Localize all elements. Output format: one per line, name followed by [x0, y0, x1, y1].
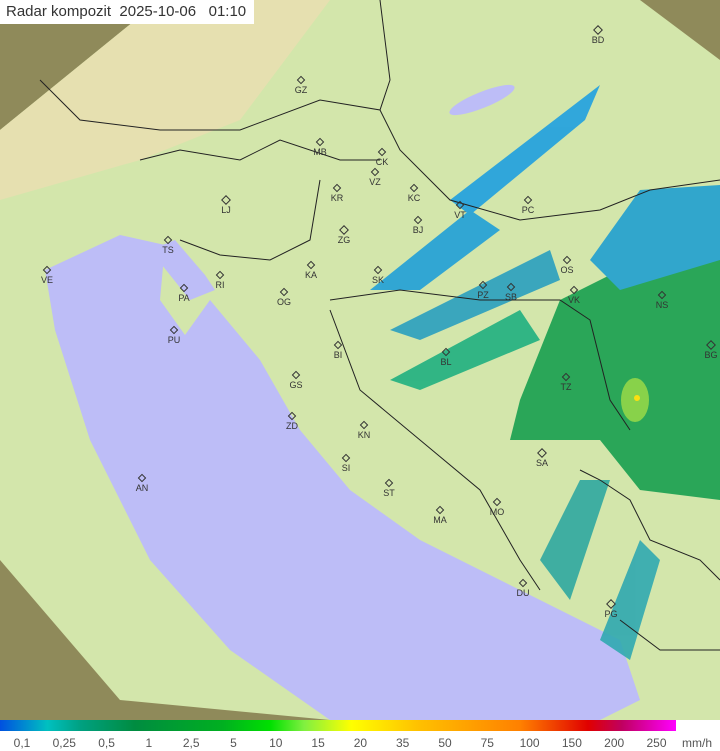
map-title: Radar kompozit 2025-10-06 01:10 — [0, 0, 255, 24]
legend-tick: 5 — [230, 736, 237, 750]
city-label: SI — [341, 463, 351, 473]
city-label: BD — [591, 35, 605, 45]
legend-tick: 1 — [145, 736, 153, 750]
legend-tick: 200 — [604, 736, 625, 750]
legend-color-bar — [0, 720, 676, 731]
city-label: KA — [304, 270, 318, 280]
borders — [39, 0, 720, 651]
radar-echoes — [370, 85, 720, 660]
city-label: DU — [516, 588, 530, 598]
city-label: SK — [371, 275, 385, 285]
sea — [45, 235, 640, 720]
city-label: SA — [535, 458, 549, 468]
city-label: PG — [604, 609, 618, 619]
city-label: ZG — [337, 235, 351, 245]
city-label: VK — [567, 295, 581, 305]
legend-tick: 15 — [311, 736, 325, 750]
city-label: GS — [289, 380, 303, 390]
city-label: ZD — [286, 421, 298, 431]
city-label: TZ — [560, 382, 572, 392]
city-label: KN — [357, 430, 371, 440]
color-legend: 0,1 0,25 0,5 1 2,5 5 10 15 20 35 50 75 100 150 200 250 … — [0, 720, 720, 751]
city-label: GZ — [294, 85, 308, 95]
sea-north — [150, 240, 215, 300]
legend-tick: 0,25 — [52, 736, 76, 750]
legend-tick: 75 — [480, 736, 494, 750]
legend-tick: 100 — [519, 736, 540, 750]
city-label: BJ — [412, 225, 424, 235]
legend-tick: 2,5 — [182, 736, 200, 750]
legend-tick: 250 — [646, 736, 667, 750]
city-label: MO — [489, 507, 505, 517]
legend-tick: 10 — [269, 736, 283, 750]
radar-map[interactable] — [0, 0, 720, 720]
city-label: VZ — [369, 177, 381, 187]
city-label: RI — [215, 280, 225, 290]
legend-tick: 150 — [561, 736, 582, 750]
city-label: OS — [560, 265, 574, 275]
legend-tick: 35 — [396, 736, 410, 750]
legend-tick: 0,1 — [13, 736, 31, 750]
city-label: PZ — [477, 290, 489, 300]
city-label: OG — [276, 297, 292, 307]
city-label: SB — [504, 292, 518, 302]
city-label: ST — [383, 488, 395, 498]
city-label: BI — [333, 350, 343, 360]
city-label: MB — [313, 147, 327, 157]
city-label: LJ — [221, 205, 231, 215]
city-label: NS — [655, 300, 669, 310]
city-label: KC — [407, 193, 421, 203]
lake-balaton — [449, 84, 515, 116]
legend-unit: mm/h — [682, 736, 712, 750]
city-label: MA — [433, 515, 447, 525]
land-west — [0, 0, 330, 200]
city-label: BL — [440, 357, 452, 367]
legend-tick: 20 — [353, 736, 368, 750]
city-label: TS — [162, 245, 174, 255]
city-label: VE — [40, 275, 54, 285]
legend-tick: 0,5 — [98, 736, 115, 750]
city-label: AN — [135, 483, 149, 493]
legend-tick: 50 — [438, 736, 452, 750]
city-label: VT — [454, 210, 466, 220]
city-label: BG — [704, 350, 718, 360]
city-label: KR — [330, 193, 344, 203]
city-label: CK — [375, 157, 389, 167]
city-label: PU — [167, 335, 181, 345]
city-label: PC — [521, 205, 535, 215]
city-label: PA — [178, 293, 190, 303]
